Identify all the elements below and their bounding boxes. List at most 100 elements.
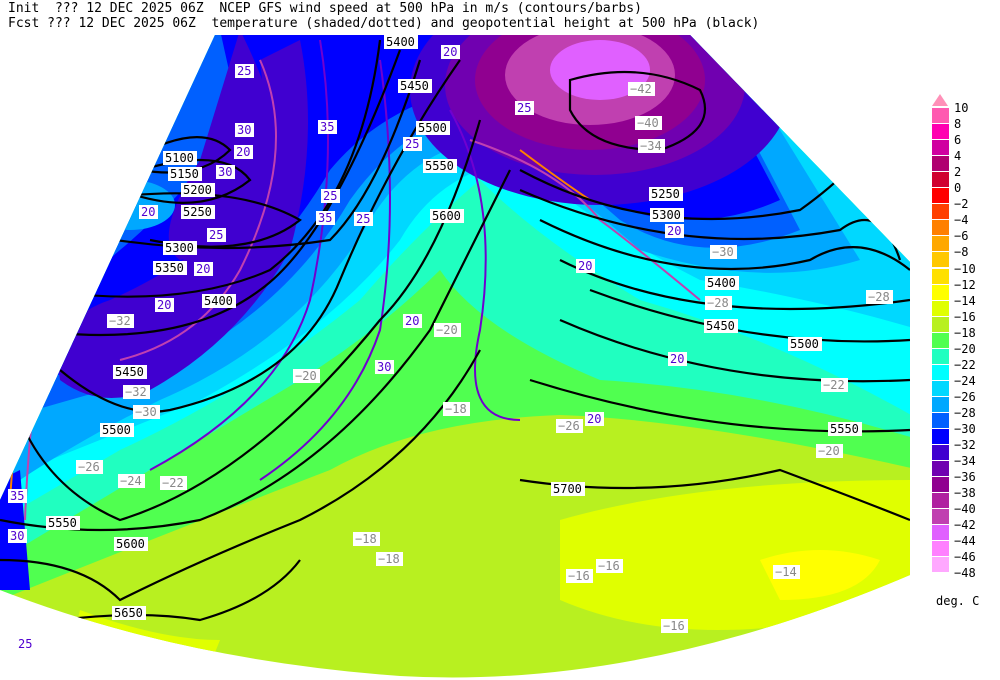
colorbar-label: −4 bbox=[954, 213, 969, 228]
height-label: 5400 bbox=[386, 35, 415, 49]
height-label: 5550 bbox=[425, 159, 454, 173]
temp-label-bg bbox=[443, 402, 470, 416]
colorbar-label: −46 bbox=[954, 550, 976, 565]
colorbar-swatch bbox=[932, 236, 949, 252]
colorbar-label: −36 bbox=[954, 470, 976, 485]
colorbar-label: −24 bbox=[954, 373, 976, 388]
temp-label: −16 bbox=[663, 619, 685, 633]
height-label-bg bbox=[704, 319, 738, 333]
height-label: 5500 bbox=[790, 337, 819, 351]
temp-label-bg bbox=[133, 405, 160, 419]
temperature-colorbar: 10 8 6 4 2 0 −2 −4 −6 −8 −10 −12 −14 −16 −18 −20 −22 −24−… bbox=[930, 92, 1000, 612]
temp-label: −28 bbox=[707, 296, 729, 310]
wind-label: 25 bbox=[237, 64, 251, 78]
colorbar-swatch bbox=[932, 332, 949, 348]
wind-label-bg bbox=[515, 101, 534, 115]
header-forecast-line: Fcst ??? 12 DEC 2025 06Z temperature (sh… bbox=[8, 16, 760, 31]
height-label-bg bbox=[423, 159, 457, 173]
colorbar-swatch bbox=[932, 348, 949, 364]
height-label: 5450 bbox=[706, 319, 735, 333]
wind-label: 20 bbox=[236, 145, 250, 159]
temp-label-bg bbox=[596, 559, 623, 573]
height-label-bg bbox=[430, 209, 464, 223]
colorbar-swatch bbox=[932, 364, 949, 380]
height-label-bg bbox=[163, 151, 197, 165]
height-label-bg bbox=[551, 482, 585, 496]
temp-label-bg bbox=[710, 245, 737, 259]
colorbar-label: −22 bbox=[954, 357, 976, 372]
temp-label: −32 bbox=[125, 385, 147, 399]
colorbar-label: −30 bbox=[954, 422, 976, 436]
height-label-bg bbox=[398, 79, 432, 93]
wind-label-bg bbox=[375, 360, 394, 374]
colorbar-swatch bbox=[932, 124, 949, 140]
temp-label-bg bbox=[123, 385, 150, 399]
temp-label-bg bbox=[293, 369, 320, 383]
wind-label: 25 bbox=[323, 189, 337, 203]
temp-label-bg bbox=[107, 314, 134, 328]
colorbar-label: 10 bbox=[954, 101, 969, 115]
colorbar-swatch bbox=[932, 525, 949, 541]
colorbar-label: 2 bbox=[954, 165, 962, 180]
temp-label: −28 bbox=[868, 290, 890, 304]
wind-label-bg bbox=[403, 314, 422, 328]
wind-label-bg bbox=[354, 212, 373, 226]
wind-label-bg bbox=[585, 412, 604, 426]
temp-label: −26 bbox=[558, 419, 580, 433]
height-label: 5200 bbox=[183, 183, 212, 197]
temperature-contour-labels: −42 −40 −34 −30 −32 −32 −30 −28 −26 −24 −22 −20 −20 −… bbox=[76, 82, 893, 633]
colorbar-swatch bbox=[932, 140, 949, 156]
temp-label: −18 bbox=[445, 402, 467, 416]
colorbar-label: −42 bbox=[954, 518, 976, 533]
colorbar-swatch bbox=[932, 108, 949, 123]
weather-map: 5400 5450 5500 5550 5600 5100 5150 5200 5250 5300… bbox=[0, 35, 910, 678]
colorbar-label: 0 bbox=[954, 181, 962, 196]
temp-label-bg bbox=[118, 474, 145, 488]
height-label-bg bbox=[163, 241, 197, 255]
height-label: 5550 bbox=[830, 422, 859, 436]
wind-label: 30 bbox=[237, 123, 251, 137]
colorbar-swatch bbox=[932, 445, 949, 461]
wind-label-bg bbox=[16, 637, 35, 651]
temp-label-bg bbox=[821, 378, 848, 392]
temp-label-bg bbox=[705, 296, 732, 310]
height-label: 5250 bbox=[183, 205, 212, 219]
colorbar-swatch bbox=[932, 380, 949, 396]
colorbar-label: −26 bbox=[954, 389, 976, 404]
wind-label: 20 bbox=[196, 262, 210, 276]
wind-label: 20 bbox=[405, 314, 419, 328]
colorbar-swatch bbox=[932, 188, 949, 204]
temp-label: −16 bbox=[598, 559, 620, 573]
height-label: 5250 bbox=[651, 187, 680, 201]
height-label-bg bbox=[416, 121, 450, 135]
height-label-bg bbox=[181, 183, 215, 197]
wind-label-bg bbox=[318, 120, 337, 134]
wind-label: 35 bbox=[320, 120, 334, 134]
height-label-bg bbox=[181, 205, 215, 219]
temp-label: −18 bbox=[378, 552, 400, 566]
temp-label: −24 bbox=[120, 474, 142, 488]
colorbar-label: −20 bbox=[954, 341, 976, 356]
wind-label: 20 bbox=[157, 298, 171, 312]
temp-label-bg bbox=[638, 139, 665, 153]
height-label: 5550 bbox=[48, 516, 77, 530]
temp-label-bg bbox=[76, 460, 103, 474]
wind-label: 30 bbox=[218, 165, 232, 179]
height-label-bg bbox=[828, 422, 862, 436]
wind-label: 20 bbox=[587, 412, 601, 426]
wind-label: 25 bbox=[209, 228, 223, 242]
height-label-bg bbox=[100, 423, 134, 437]
colorbar-swatch bbox=[932, 284, 949, 300]
height-label: 5100 bbox=[165, 151, 194, 165]
height-contour-labels: 5400 5450 5500 5550 5600 5100 5150 5200 5250 5300… bbox=[46, 35, 862, 620]
height-label: 5500 bbox=[418, 121, 447, 135]
height-label-bg bbox=[649, 187, 683, 201]
temp-label: −22 bbox=[162, 476, 184, 490]
wind-label-bg bbox=[235, 64, 254, 78]
wind-label-bg bbox=[234, 145, 253, 159]
wind-label: 25 bbox=[356, 212, 370, 226]
temp-label: −26 bbox=[78, 460, 100, 474]
wind-label: 35 bbox=[10, 489, 24, 503]
height-label-bg bbox=[384, 35, 418, 49]
wind-label-bg bbox=[216, 165, 235, 179]
